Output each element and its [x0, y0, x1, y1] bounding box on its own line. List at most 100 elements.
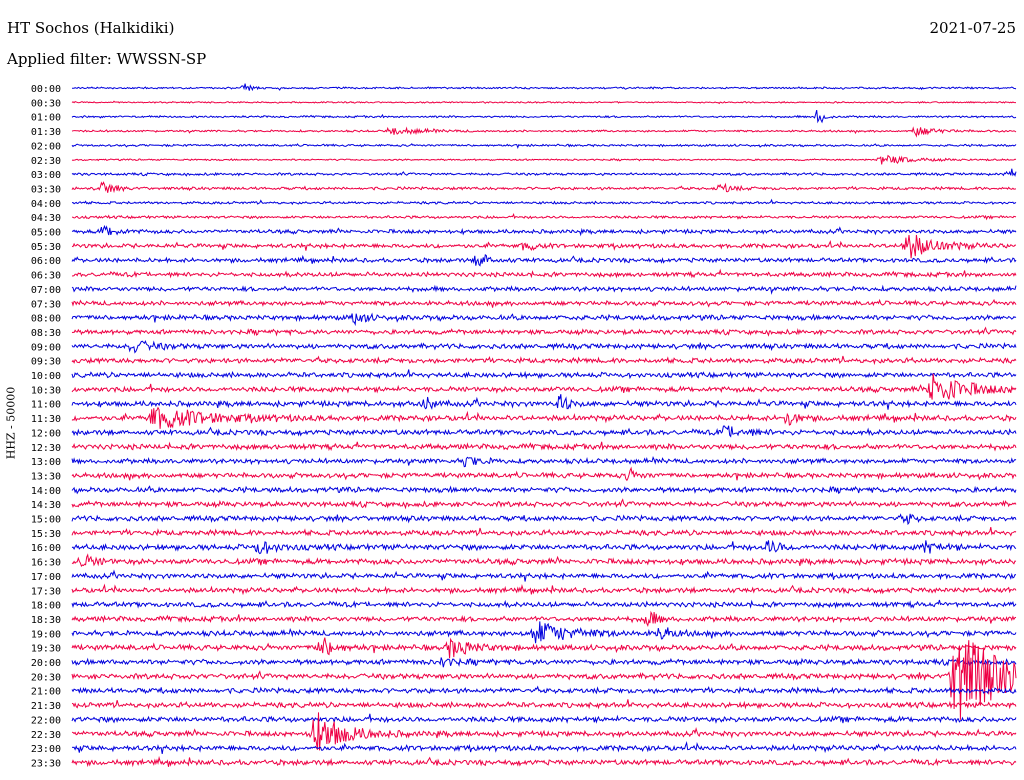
row-time-label: 18:30: [31, 615, 61, 626]
trace-0230: [71, 154, 1017, 165]
time-labels: 00:00 00:30 01:00 01:30 02:00 02:30 03:00 03:30…: [31, 84, 61, 769]
row-time-label: 13:30: [31, 471, 61, 482]
trace-0030: [71, 100, 1016, 105]
seismic-traces: [71, 83, 1017, 768]
trace-0200: [71, 143, 1017, 149]
row-time-label: 22:00: [31, 715, 61, 726]
row-time-label: 19:00: [31, 629, 61, 640]
trace-0400: [71, 198, 1017, 206]
trace-2330: [71, 755, 1017, 768]
trace-0500: [71, 224, 1017, 237]
filter-label: Applied filter: WWSSN-SP: [7, 50, 207, 68]
trace-0900: [71, 340, 1017, 354]
trace-1500: [71, 513, 1017, 526]
row-time-label: 06:00: [31, 256, 61, 267]
trace-0530: [71, 234, 1016, 259]
trace-1930: [71, 637, 1017, 659]
trace-1430: [71, 498, 1017, 510]
trace-2200: [71, 713, 1017, 724]
trace-1330: [71, 466, 1017, 482]
trace-0930: [71, 355, 1017, 366]
row-time-label: 07:30: [31, 299, 61, 310]
trace-1030: [71, 373, 1017, 400]
row-time-label: 13:00: [31, 457, 61, 468]
trace-0730: [71, 298, 1017, 308]
row-time-label: 01:30: [31, 127, 61, 138]
trace-0100: [71, 109, 1017, 124]
row-time-label: 21:30: [31, 701, 61, 712]
row-time-label: 03:30: [31, 184, 61, 195]
row-time-label: 21:00: [31, 687, 61, 698]
trace-2300: [71, 741, 1017, 754]
row-time-label: 07:00: [31, 285, 61, 296]
row-time-label: 19:30: [31, 644, 61, 655]
row-time-label: 22:30: [31, 730, 61, 741]
row-time-label: 11:00: [31, 400, 61, 411]
trace-0800: [71, 312, 1017, 327]
trace-1700: [71, 569, 1017, 582]
date-label: 2021-07-25: [929, 19, 1016, 37]
row-time-label: 02:00: [31, 141, 61, 152]
trace-2030: [71, 640, 1017, 720]
trace-0630: [71, 268, 1017, 279]
row-time-label: 08:30: [31, 328, 61, 339]
trace-2000: [71, 657, 1017, 668]
trace-2230: [71, 712, 1017, 751]
row-time-label: 15:30: [31, 529, 61, 540]
trace-1130: [71, 406, 1017, 429]
trace-0330: [71, 181, 1017, 194]
row-time-label: 20:30: [31, 672, 61, 683]
row-time-label: 16:30: [31, 558, 61, 569]
trace-0600: [71, 254, 1017, 267]
row-time-label: 17:30: [31, 586, 61, 597]
trace-1900: [71, 621, 1017, 644]
trace-1000: [71, 369, 1017, 380]
trace-1200: [71, 425, 1017, 438]
row-time-label: 09:30: [31, 357, 61, 368]
row-time-label: 20:00: [31, 658, 61, 669]
trace-1800: [71, 599, 1017, 610]
row-time-label: 14:30: [31, 500, 61, 511]
row-time-label: 12:30: [31, 443, 61, 454]
row-time-label: 12:00: [31, 428, 61, 439]
trace-1530: [71, 526, 1017, 538]
trace-1400: [71, 485, 1017, 495]
row-time-label: 18:00: [31, 601, 61, 612]
trace-1730: [71, 583, 1017, 596]
row-time-label: 06:30: [31, 271, 61, 282]
trace-2130: [71, 699, 1017, 710]
row-time-label: 10:30: [31, 385, 61, 396]
trace-1600: [71, 539, 1017, 555]
row-time-label: 09:00: [31, 342, 61, 353]
trace-1230: [71, 441, 1017, 452]
trace-0830: [71, 326, 1017, 337]
row-time-label: 05:00: [31, 228, 61, 239]
station-title: HT Sochos (Halkidiki): [7, 19, 175, 37]
row-time-label: 00:30: [31, 98, 61, 109]
row-time-label: 23:30: [31, 758, 61, 769]
row-time-label: 14:00: [31, 486, 61, 497]
row-time-label: 03:00: [31, 170, 61, 181]
trace-0130: [71, 126, 1017, 138]
trace-0300: [71, 168, 1017, 177]
row-time-label: 02:30: [31, 156, 61, 167]
row-time-label: 04:30: [31, 213, 61, 224]
row-time-label: 08:00: [31, 314, 61, 325]
trace-1100: [71, 394, 1017, 410]
trace-1300: [71, 456, 1017, 468]
trace-0430: [71, 213, 1017, 221]
row-time-label: 23:00: [31, 744, 61, 755]
trace-2100: [71, 685, 1017, 695]
row-time-label: 04:00: [31, 199, 61, 210]
trace-1630: [71, 553, 1017, 568]
row-time-label: 15:00: [31, 515, 61, 526]
trace-0000: [71, 83, 1017, 92]
trace-1830: [71, 610, 1017, 627]
row-time-label: 05:30: [31, 242, 61, 253]
row-time-label: 00:00: [31, 84, 61, 95]
row-time-label: 10:00: [31, 371, 61, 382]
row-time-label: 01:00: [31, 113, 61, 124]
row-time-label: 17:00: [31, 572, 61, 583]
row-time-label: 16:00: [31, 543, 61, 554]
